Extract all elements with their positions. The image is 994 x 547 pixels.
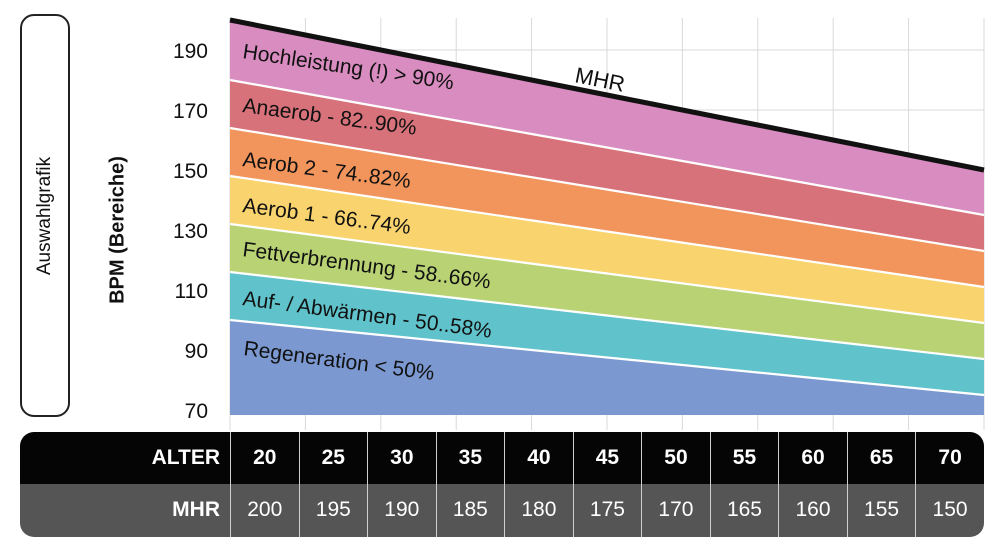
age-cell: 30	[367, 432, 436, 484]
age-cell: 45	[572, 432, 642, 484]
zone-areas	[230, 20, 984, 415]
age-cell: 20	[230, 432, 299, 484]
zone-area-6	[230, 20, 984, 215]
zone-boundary-4	[229, 126, 985, 253]
mhr-cell: 185	[435, 484, 505, 537]
age-cell: 70	[915, 432, 984, 484]
zone-boundary-3	[229, 174, 985, 289]
zone-boundary-5	[229, 78, 985, 217]
zone-area-1	[230, 272, 984, 395]
age-cell: 35	[435, 432, 505, 484]
mhr-cell: 195	[298, 484, 368, 537]
age-row: ALTER 20 25 30 35 40 45 50 55 60 65 70	[20, 432, 984, 484]
zone-area-4	[230, 128, 984, 287]
age-row-cells: 20 25 30 35 40 45 50 55 60 65 70	[230, 432, 984, 484]
age-cell: 25	[298, 432, 368, 484]
age-cell: 40	[504, 432, 573, 484]
age-row-header: ALTER	[151, 446, 220, 469]
mhr-row-cells: 200 195 190 185 180 175 170 165 160 155 150	[230, 484, 984, 537]
age-cell: 65	[846, 432, 916, 484]
y-tick-110: 110	[175, 280, 208, 303]
mhr-cell: 155	[846, 484, 916, 537]
age-cell: 55	[709, 432, 779, 484]
mhr-line-group: MHR	[229, 17, 985, 173]
mhr-cell: 150	[915, 484, 984, 537]
mhr-cell: 190	[367, 484, 436, 537]
age-cell: 60	[778, 432, 847, 484]
y-tick-190: 190	[173, 40, 208, 63]
zone-boundaries	[229, 78, 985, 397]
zone-boundary-0	[229, 318, 985, 397]
zone-area-2	[230, 224, 984, 359]
zone-area-5	[230, 80, 984, 251]
mhr-cell: 175	[572, 484, 642, 537]
y-tick-90: 90	[185, 340, 208, 363]
mhr-row: MHR 200 195 190 185 180 175 170 165 160 155 150	[20, 484, 984, 537]
zone-area-0	[230, 320, 984, 415]
zone-boundary-1	[229, 270, 985, 361]
y-tick-70: 70	[185, 400, 208, 423]
y-tick-130: 130	[173, 220, 208, 243]
mhr-line	[229, 17, 985, 173]
mhr-cell: 165	[709, 484, 779, 537]
zone-boundary-2	[229, 222, 985, 325]
mhr-cell: 180	[504, 484, 573, 537]
zone-area-3	[230, 176, 984, 323]
y-tick-150: 150	[173, 160, 208, 183]
y-tick-170: 170	[173, 100, 208, 123]
mhr-cell: 200	[230, 484, 299, 537]
age-mhr-table: ALTER 20 25 30 35 40 45 50 55 60 65 70 MHR 200 195 1…	[20, 432, 984, 537]
mhr-cell: 170	[641, 484, 710, 537]
mhr-cell: 160	[778, 484, 847, 537]
selection-chart-label-box: Auswahlgrafik	[20, 14, 70, 417]
y-tick-labels: 190 170 150 130 110 90 70	[173, 40, 208, 423]
mhr-row-header: MHR	[172, 498, 220, 521]
age-cell: 50	[641, 432, 710, 484]
